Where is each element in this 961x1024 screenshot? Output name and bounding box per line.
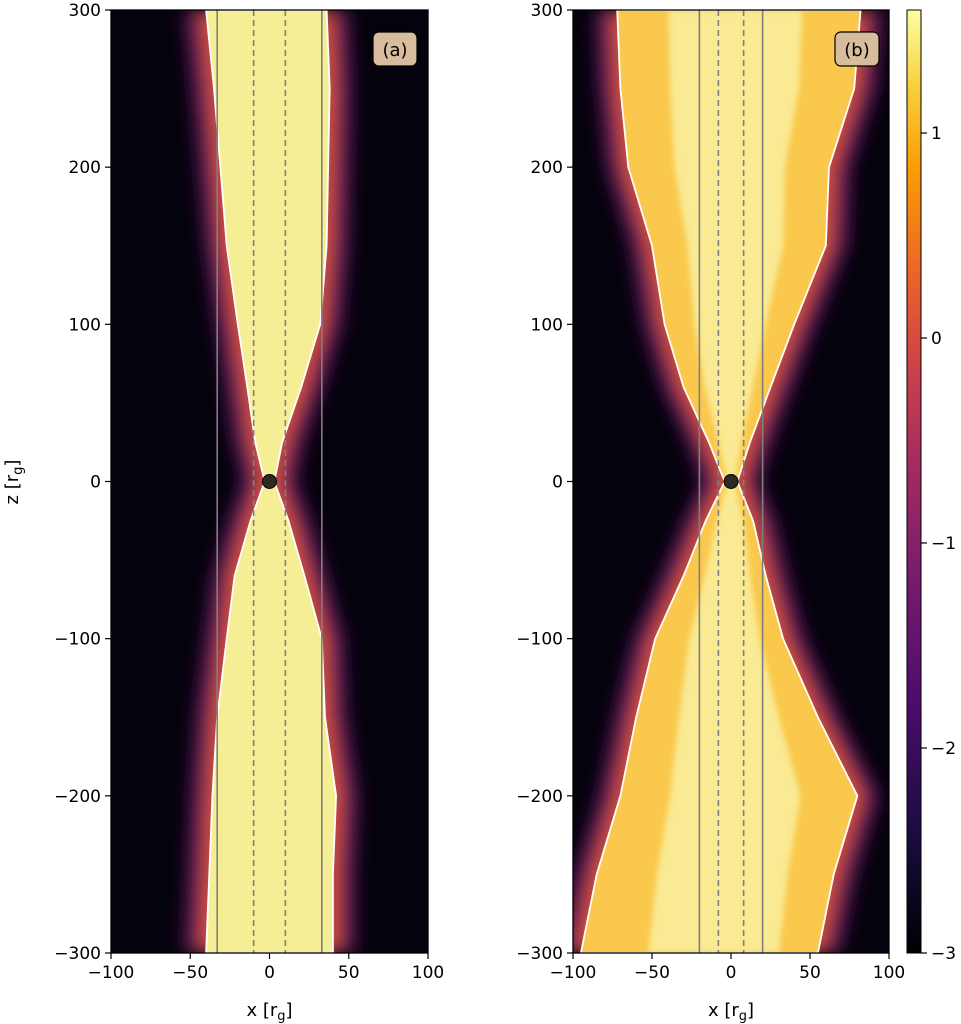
panel-a-x-axis-title: x [rg] (246, 1000, 292, 1024)
panel-a-label-box (372, 31, 418, 67)
panel-b-label-text: (b) (844, 40, 869, 61)
panel-b-y-tick-label: 0 (552, 473, 563, 493)
panel-b-y-tick-label: 300 (531, 1, 563, 21)
panel-a-x-tick-label: 100 (412, 963, 444, 983)
panel-a-contour (205, 10, 338, 953)
panel-b-label: (b) (834, 31, 880, 67)
panel-b-x-tick-label: −50 (634, 963, 670, 983)
colorbar-tick-label: −2 (931, 739, 956, 759)
panel-a-y-axis: −300 −200 −100 0 100 200 300 (54, 1, 111, 964)
panel-a-heatmap (111, 10, 428, 953)
colorbar: −3 −2 −1 0 1 (906, 9, 956, 964)
panel-b-y-tick-label: −100 (516, 630, 563, 650)
panel-b-jet-core (648, 10, 803, 953)
panel-a-y-tick-label: 100 (69, 315, 101, 335)
panel-b-y-tick-label: 200 (531, 158, 563, 178)
panel-b-label-box (834, 31, 880, 67)
panel-b-x-tick-label: 50 (799, 963, 821, 983)
panel-a-y-tick-label: 0 (90, 473, 101, 493)
panel-a-x-tick-label: 50 (338, 963, 360, 983)
panel-b-x-tick-label: 0 (726, 963, 737, 983)
panel-b-y-axis: −300 −200 −100 0 100 200 300 (516, 1, 573, 964)
panel-a-y-tick-label: −200 (54, 787, 101, 807)
panel-a-x-axis: −100 −50 0 50 100 (88, 953, 444, 983)
panel-b: −100 −50 0 50 100 −300 −200 −100 0 100 200 300 x [… (516, 1, 905, 1024)
panel-a-y-tick-label: 200 (69, 158, 101, 178)
panel-a-x-tick-label: −100 (88, 963, 135, 983)
panel-a-x-tick-label: −50 (172, 963, 208, 983)
panel-a-y-tick-label: 300 (69, 1, 101, 21)
panel-b-contour (579, 10, 862, 953)
panel-b-black-hole (723, 474, 739, 489)
panel-b-y-tick-label: −300 (516, 944, 563, 964)
panel-a-black-hole (262, 474, 277, 489)
panel-a-y-axis-title: z [rg] (2, 460, 26, 505)
panel-a-y-tick-label: −300 (54, 944, 101, 964)
panel-b-jet (579, 10, 862, 953)
panel-a-label: (a) (372, 31, 418, 67)
panel-a-guide-lines (216, 10, 323, 953)
panel-a-x-tick-label: 0 (264, 963, 275, 983)
panel-b-jet-fill (580, 10, 861, 953)
colorbar-tick-label: −1 (931, 534, 956, 554)
panel-a-label-text: (a) (382, 40, 407, 61)
panel-b-x-axis-title: x [rg] (708, 1000, 754, 1024)
panel-a: −100 −50 0 50 100 −300 −200 −100 0 100 200 300 x [… (2, 1, 444, 1024)
panel-b-y-tick-label: −200 (516, 787, 563, 807)
colorbar-tick-label: −3 (931, 944, 956, 964)
panel-b-y-tick-label: 100 (531, 315, 563, 335)
panel-b-guide-lines (698, 10, 764, 953)
panel-b-x-axis: −100 −50 0 50 100 (550, 953, 905, 983)
panel-a-y-tick-label: −100 (54, 630, 101, 650)
panel-b-heatmap (573, 10, 889, 953)
panel-b-x-tick-label: −100 (550, 963, 597, 983)
colorbar-tick-label: 1 (931, 124, 942, 144)
colorbar-ticks: −3 −2 −1 0 1 (921, 124, 956, 964)
panel-b-x-tick-label: 100 (873, 963, 905, 983)
colorbar-tick-label: 0 (931, 329, 942, 349)
colorbar-gradient (906, 9, 922, 954)
